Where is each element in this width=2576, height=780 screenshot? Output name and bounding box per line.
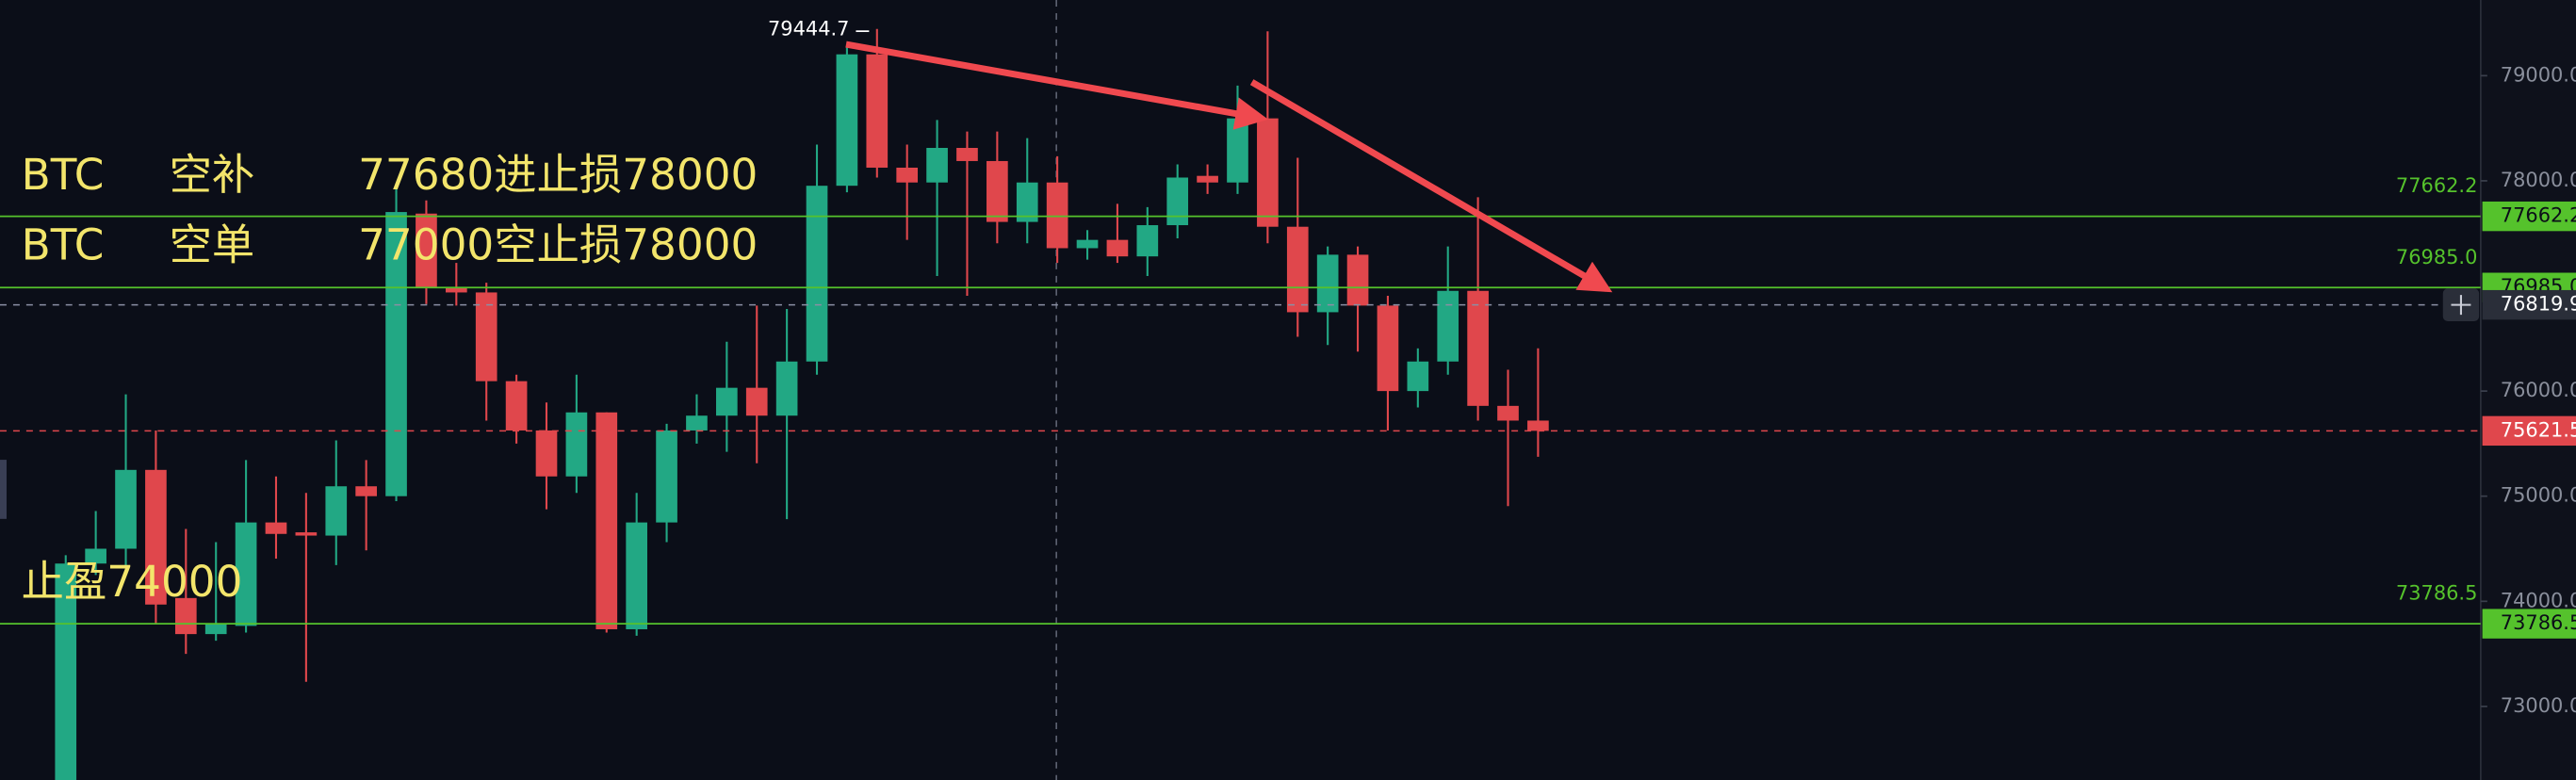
y-tick-label: 73000.0 [2501,694,2576,717]
candle-body [1106,239,1129,257]
candle-body [866,54,889,168]
annotation: BTC [22,220,105,270]
level-price-box [2482,609,2576,639]
candle-body [565,412,588,477]
candle-body [956,148,978,161]
annotation: BTC [22,150,105,200]
candle-body [535,430,558,477]
candle-body [1257,118,1279,227]
candle-body [475,292,497,382]
candle-body [1136,225,1159,257]
price-axis-panel [2480,0,2576,780]
candle-body [55,563,77,780]
candle-body [896,167,919,183]
candle-body [1497,405,1519,421]
last-price-box [2482,415,2576,447]
candle-body [626,522,648,629]
level-price-label: 73786.5 [2501,611,2576,634]
candle-body [1346,254,1369,306]
crosshair-price-box [2482,289,2576,320]
candle-body [204,624,227,635]
candle-body [806,186,828,362]
candle-body [775,361,798,416]
candle-body [385,212,407,496]
candle-body [926,148,948,183]
annotation: 止盈74000 [22,557,243,607]
level-price-box [2482,201,2576,232]
candle-body [295,532,318,536]
candle-body [85,548,106,564]
candle-body [174,597,197,635]
overlay: 79000.0 78000.0 76000.0 75000.0 74000.0 73000… [22,17,2576,717]
candle-body [115,469,137,549]
y-tick-label: 75000.0 [2501,484,2576,507]
candle-body [1046,182,1068,249]
candle-body [1227,118,1248,183]
candle-body [1316,254,1339,313]
candle-body [1377,305,1399,392]
candle-body [1197,175,1218,183]
candle-body [445,287,467,293]
candle-body [1407,361,1429,392]
candle-body [1467,290,1489,406]
candle-body [416,213,437,288]
candle-body [355,486,377,496]
candle-body [1437,290,1459,362]
candle-body [1016,182,1038,222]
annotation: 77000空止损78000 [358,220,758,270]
candle-body [325,486,348,536]
plot-area [0,28,2481,780]
candle-body [986,160,1008,222]
candle-body [1527,420,1549,431]
candle-body [505,381,528,431]
candle-body [595,412,618,629]
candle-body [265,522,287,534]
y-tick-label: 76000.0 [2501,379,2576,401]
annotation: 77680进止损78000 [358,150,758,200]
candle-body [235,522,257,626]
high-label: 79444.7 [768,17,849,40]
y-tick-label: 74000.0 [2501,589,2576,611]
annotation: 空单 [170,220,255,270]
candle-body [745,387,768,416]
candle-body [716,387,738,416]
side-tab [0,460,7,519]
last-price-label: 75621.5 [2501,418,2576,441]
candle-body [145,469,167,605]
candle-body [656,430,677,523]
candle-body [686,415,708,431]
crosshair-plus [2451,295,2471,316]
level-label: 77662.2 [2396,174,2477,197]
candle-body [1076,239,1099,249]
level-label: 73786.5 [2396,582,2477,605]
trend-arrow [1249,79,1613,293]
level-label: 76985.0 [2396,246,2477,268]
y-tick-label: 78000.0 [2501,169,2576,191]
candle-body [836,54,858,187]
crosshair-price-label: 76819.9 [2501,293,2576,316]
annotation: 空补 [170,150,255,200]
y-tick-label: 79000.0 [2501,63,2576,86]
candle-body [1286,226,1309,313]
candle-body [1166,177,1189,226]
level-price-label: 77662.2 [2501,204,2576,227]
trend-arrow [845,41,1268,130]
